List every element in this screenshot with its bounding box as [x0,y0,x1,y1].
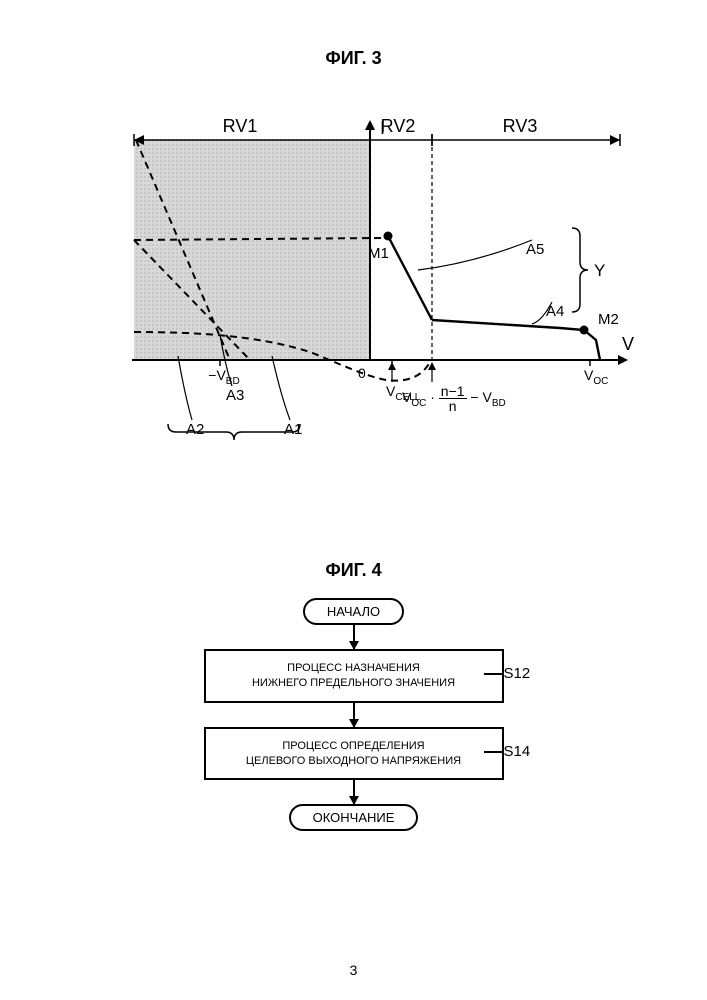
region-RV2-label: RV2 [381,116,416,136]
v-axis-arrow-icon [618,355,628,365]
i-axis-label: I [380,118,385,138]
point-M1-label: M1 [368,245,389,262]
tick-voc: VOC [584,367,608,387]
flow-connector [353,703,355,727]
brace-x-label: X [230,439,241,440]
leader-A5-label: A5 [526,241,544,258]
leader-A2-label: A2 [186,421,204,438]
flow-start: НАЧАЛО [303,598,404,625]
leader-A1 [272,356,290,420]
flow-step-s12: ПРОЦЕСС НАЗНАЧЕНИЯНИЖНЕГО ПРЕДЕЛЬНОГО ЗН… [204,649,504,703]
leader-A4-label: A4 [546,303,564,320]
tick-minus-vbd: −VBD [208,367,239,387]
fig3-title: ФИГ. 3 [0,48,707,69]
vcell-arrow-icon [388,362,396,370]
fig4-title: ФИГ. 4 [0,560,707,581]
flow-step-s12-tag-line [484,673,502,675]
shaded-rv1-region [134,140,370,360]
leader-A2 [178,356,192,420]
leader-A5 [418,240,532,270]
region-RV3-label: RV3 [503,116,538,136]
flow-step-s14-tag-line [484,751,502,753]
curve-A4_solid [432,320,600,360]
formula-arrow-icon [428,362,436,370]
point-M2 [580,326,589,335]
v-axis-label: V [622,334,634,354]
flow-step-s14-tag: S14 [504,743,531,760]
region-RV1-label: RV1 [223,116,258,136]
fig3-chart: RV1RV2RV3IVM1M2−VBD0VCELLVOCA1A2A3A4A5XY [80,80,640,440]
leader-A3-label: A3 [226,387,244,404]
brace-y [572,228,588,312]
brace-y-label: Y [594,261,605,280]
point-M2-label: M2 [598,311,619,328]
i-axis-arrow-icon [365,120,375,130]
flow-end: ОКОНЧАНИЕ [289,804,419,831]
tick-zero: 0 [358,365,366,381]
arrow-head-icon [610,135,620,145]
leader-A1-label: A1 [284,421,302,438]
flow-connector [353,780,355,804]
fig4-flowchart: НАЧАЛО ПРОЦЕСС НАЗНАЧЕНИЯНИЖНЕГО ПРЕДЕЛЬН… [204,598,504,831]
tick-formula: VOC · n−1n − VBD [402,384,506,413]
curve-A5_solid [384,236,432,320]
flow-connector [353,625,355,649]
flow-step-s14: ПРОЦЕСС ОПРЕДЕЛЕНИЯЦЕЛЕВОГО ВЫХОДНОГО НА… [204,727,504,781]
page-number: 3 [0,962,707,978]
point-M1 [384,232,393,241]
flow-step-s12-tag: S12 [504,665,531,682]
